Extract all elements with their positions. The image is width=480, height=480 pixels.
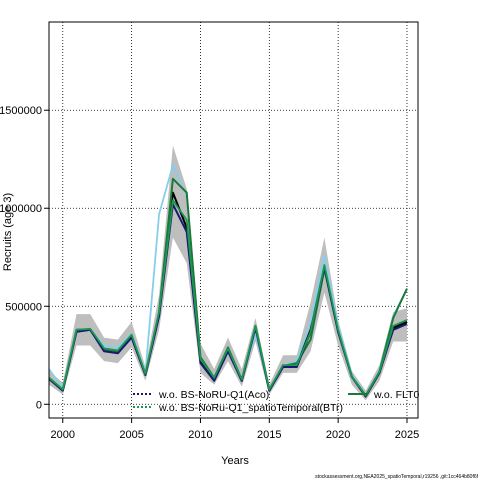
x-tick-label: 2020 — [326, 429, 350, 441]
y-tick-label: 1000000 — [0, 203, 42, 215]
y-axis: 0 500000 1000000 1500000 — [0, 105, 49, 411]
series-line-0 — [48, 191, 408, 398]
confidence-band-area — [49, 145, 407, 401]
y-tick-label: 1500000 — [0, 105, 42, 117]
legend-label-1: w.o. BS-NoRu-Q1_spatioTemporal(BTr) — [158, 402, 343, 414]
y-axis-label: Recruits (age 3) — [2, 193, 14, 271]
series-line-1 — [48, 203, 408, 398]
legend-label-2: w.o. FLT0 — [373, 389, 419, 401]
legend: w.o. BS-NoRU-Q1(Aco)w.o. BS-NoRu-Q1_spat… — [133, 389, 419, 414]
x-axis-label: Years — [221, 455, 249, 467]
x-tick-label: 2015 — [257, 429, 281, 441]
grid-lines — [49, 22, 418, 418]
confidence-band — [49, 145, 407, 401]
x-axis: 2000 2005 2010 2015 2020 2025 — [51, 418, 419, 441]
plot-frame — [48, 21, 419, 419]
series-line-3 — [48, 177, 408, 397]
series-line-2 — [48, 199, 408, 397]
series-lines — [48, 164, 408, 398]
y-tick-label: 0 — [36, 399, 42, 411]
y-tick-label: 500000 — [5, 301, 42, 313]
footer-text: stockassessment.org,NEA2025_spatioTempor… — [315, 474, 478, 480]
x-tick-label: 2010 — [188, 429, 212, 441]
legend-label-0: w.o. BS-NoRU-Q1(Aco) — [158, 389, 269, 401]
x-tick-label: 2000 — [51, 429, 75, 441]
x-tick-label: 2005 — [119, 429, 143, 441]
x-tick-label: 2025 — [395, 429, 419, 441]
